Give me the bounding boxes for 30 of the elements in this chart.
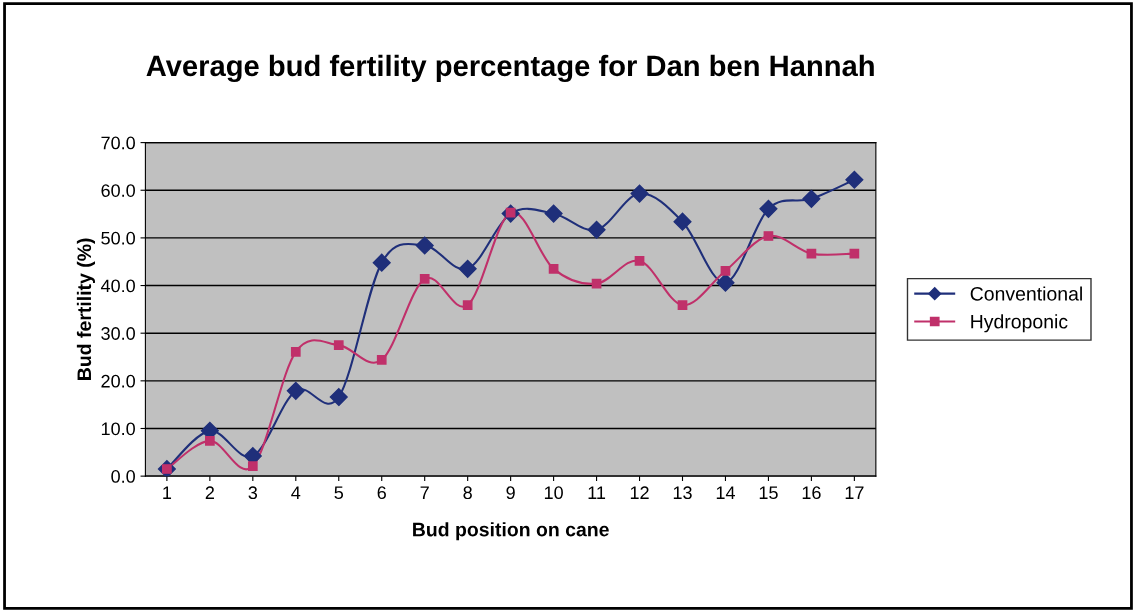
x-tick-label: 17 xyxy=(845,486,864,499)
y-tick-label: 20.0 xyxy=(101,374,135,388)
y-tick-label: 70.0 xyxy=(101,136,135,150)
x-tick-label: 5 xyxy=(334,486,344,500)
x-tick-label: 16 xyxy=(802,486,821,500)
y-tick-label: 50.0 xyxy=(101,231,135,245)
x-tick-label: 9 xyxy=(506,486,515,500)
y-tick-label: 40.0 xyxy=(100,279,135,293)
y-tick-label: 10.0 xyxy=(101,422,135,436)
x-tick-label: 10 xyxy=(544,486,563,500)
x-tick-label: 15 xyxy=(759,486,778,500)
x-tick-label: 6 xyxy=(377,486,386,500)
chart-title: Average bud fertility percentage for Dan ben Hannah xyxy=(146,54,874,83)
x-tick-label: 13 xyxy=(673,486,692,500)
y-tick-label: 0.0 xyxy=(111,470,135,483)
x-tick-label: 7 xyxy=(420,486,429,499)
x-tick-label: 14 xyxy=(716,486,735,499)
x-tick-label: 12 xyxy=(630,486,649,499)
x-tick-label: 4 xyxy=(291,486,301,499)
legend-label: Hydroponic xyxy=(971,314,1068,333)
y-tick-label: 60.0 xyxy=(101,184,135,197)
x-tick-label: 8 xyxy=(463,486,472,500)
y-tick-label: 30.0 xyxy=(101,327,135,340)
x-tick-label: 3 xyxy=(248,486,258,500)
x-tick-label: 2 xyxy=(205,486,214,499)
x-tick-label: 11 xyxy=(588,486,606,499)
x-axis-title: Bud position on cane xyxy=(413,522,609,541)
y-axis-title: Bud fertility (%) xyxy=(76,238,95,380)
legend-label: Conventional xyxy=(970,286,1082,301)
x-tick-label: 1 xyxy=(163,486,172,499)
